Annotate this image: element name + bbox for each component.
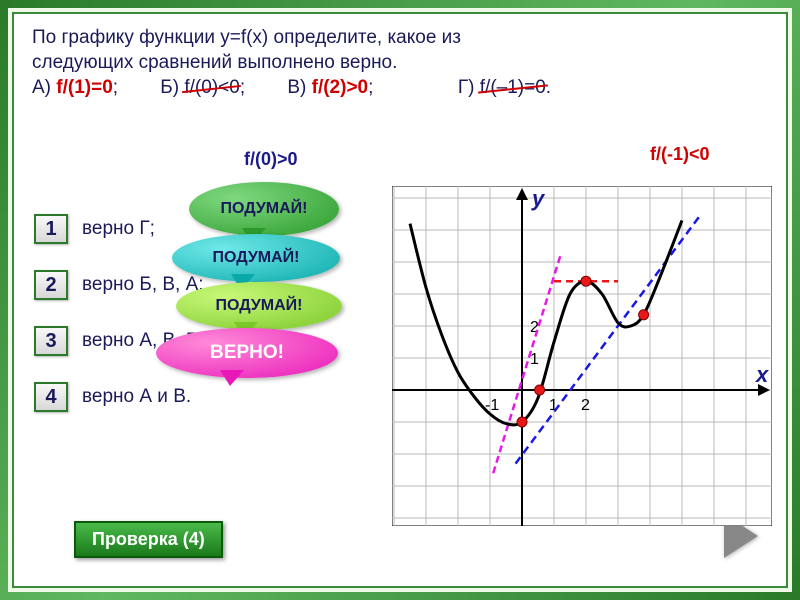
- answer-row-4: 4 верно А и В.: [34, 382, 394, 412]
- answer-text-1: верно Г;: [82, 218, 155, 240]
- question-line1: По графику функции y=f(x) определите, ка…: [32, 26, 768, 51]
- answer-button-1[interactable]: 1: [34, 214, 68, 244]
- slide-frame: По графику функции y=f(x) определите, ка…: [0, 0, 800, 600]
- annotation-fneg1: f/(-1)<0: [650, 144, 710, 165]
- svg-text:1: 1: [549, 397, 558, 414]
- svg-text:х: х: [755, 362, 769, 387]
- answer-button-3[interactable]: 3: [34, 326, 68, 356]
- content-area: По графику функции y=f(x) определите, ка…: [14, 14, 786, 586]
- svg-text:2: 2: [581, 397, 590, 414]
- optB-suffix: ;: [240, 77, 245, 98]
- answer-button-2[interactable]: 2: [34, 270, 68, 300]
- optC-prefix: В): [287, 77, 311, 98]
- optA-suffix: ;: [113, 77, 118, 98]
- options-row: А) f/(1)=0; Б) f/(0)<0; В) f/(2)>0; Г) f…: [32, 77, 768, 99]
- optD-suffix: .: [546, 77, 551, 98]
- optB-formula: f/(0)<0: [184, 77, 239, 98]
- optB-prefix: Б): [160, 77, 184, 98]
- feedback-bubble-1: ПОДУМАЙ!: [189, 182, 339, 236]
- check-button[interactable]: Проверка (4): [74, 521, 223, 558]
- optC-suffix: ;: [368, 77, 373, 98]
- optD-prefix: Г): [458, 77, 480, 98]
- question-line2: следующих сравнений выполнено верно.: [32, 51, 768, 76]
- answer-text-2: верно Б, В, А;: [82, 274, 204, 296]
- feedback-bubble-3: ПОДУМАЙ!: [176, 282, 342, 330]
- feedback-bubble-4: ВЕРНО!: [156, 328, 338, 378]
- optA-prefix: А): [32, 77, 56, 98]
- annotation-f0: f/(0)>0: [244, 149, 298, 170]
- slide-inner: По графику функции y=f(x) определите, ка…: [12, 12, 788, 588]
- answer-text-4: верно А и В.: [82, 386, 191, 408]
- optA-formula: f/(1)=0: [56, 77, 113, 98]
- answer-button-4[interactable]: 4: [34, 382, 68, 412]
- optD-formula: f/(–1)=0: [480, 77, 546, 98]
- feedback-bubble-2: ПОДУМАЙ!: [172, 234, 340, 282]
- function-graph: ху-11212: [392, 186, 772, 526]
- svg-text:у: у: [531, 186, 546, 211]
- optC-formula: f/(2)>0: [312, 77, 369, 98]
